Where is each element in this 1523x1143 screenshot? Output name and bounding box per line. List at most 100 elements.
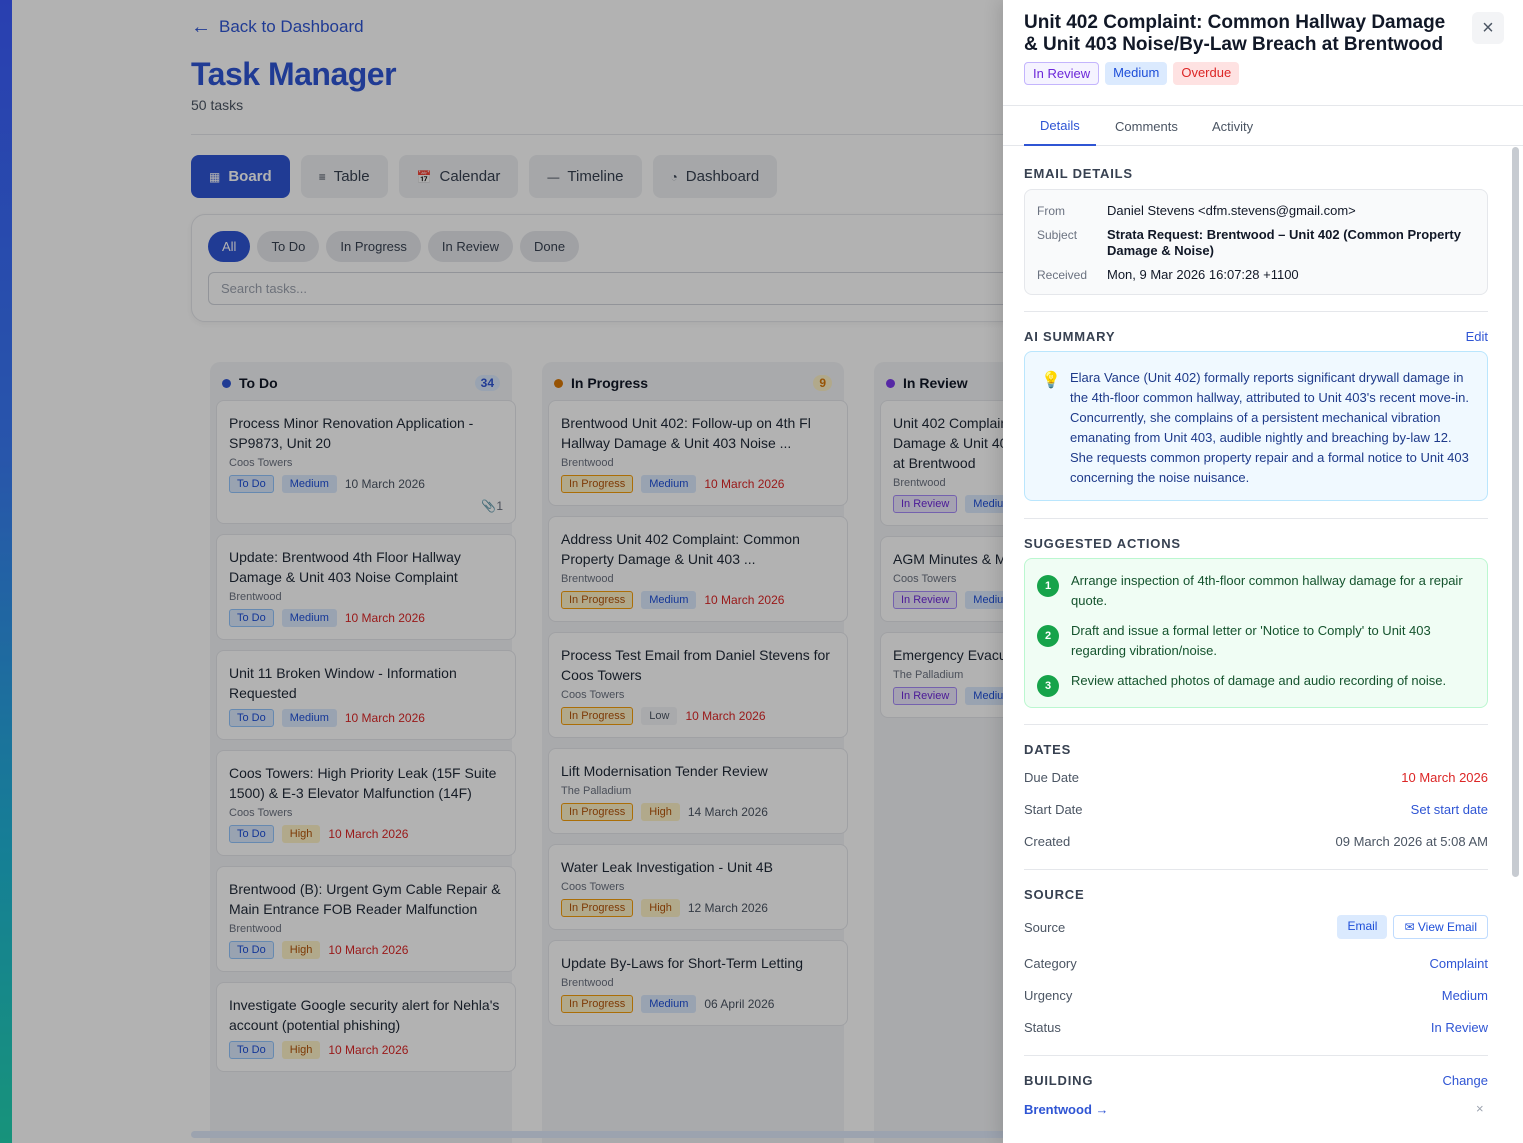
subject-value: Strata Request: Brentwood – Unit 402 (Co… (1107, 227, 1461, 258)
source-label: Source (1024, 919, 1066, 935)
status-tag: To Do (229, 709, 274, 727)
view-dashboard-button[interactable]: ◔ Dashboard (652, 155, 778, 198)
tab-details[interactable]: Details (1024, 106, 1096, 146)
priority-tag: Medium (281, 609, 337, 627)
task-card-meta: In Progress High 14 March 2026 (561, 803, 835, 821)
filter-all[interactable]: All (208, 231, 251, 262)
due-date: 10 March 2026 (704, 593, 785, 607)
status-label: Status (1024, 1020, 1061, 1035)
back-to-dashboard-link[interactable]: ← Back to Dashboard (191, 17, 364, 37)
task-card[interactable]: Coos Towers: High Priority Leak (15F Sui… (216, 750, 516, 856)
suggested-action-text: Arrange inspection of 4th-floor common h… (1071, 573, 1463, 608)
status-tag: To Do (229, 609, 274, 627)
priority-badge: Medium (1105, 62, 1168, 85)
task-card-building: Brentwood (561, 457, 614, 469)
ai-summary-box: 💡 Elara Vance (Unit 402) formally report… (1024, 351, 1488, 501)
task-card-title: Water Leak Investigation - Unit 4B (561, 859, 773, 875)
task-card-title: Update By-Laws for Short-Term Letting (561, 955, 803, 971)
column-header: In Progress 9 (554, 374, 832, 392)
status-tag: To Do (229, 941, 274, 959)
priority-tag: High (281, 941, 321, 959)
filter-in-review[interactable]: In Review (427, 231, 513, 262)
due-date-value[interactable]: 10 March 2026 (1401, 770, 1488, 785)
view-table-button[interactable]: ≡ Table (300, 155, 388, 198)
drawer-body: EMAIL DETAILS From Daniel Stevens <dfm.s… (1003, 146, 1523, 1143)
step-number: 1 (1037, 575, 1059, 597)
task-card[interactable]: Update By-Laws for Short-Term Letting Bre… (548, 940, 848, 1026)
filter-in-progress[interactable]: In Progress (326, 231, 421, 262)
task-card[interactable]: Process Test Email from Daniel Stevens f… (548, 632, 848, 738)
board-horizontal-scrollbar[interactable] (191, 1131, 1021, 1138)
task-card[interactable]: Update: Brentwood 4th Floor Hallway Dama… (216, 534, 516, 640)
tab-comments[interactable]: Comments (1115, 118, 1178, 134)
task-card-building: The Palladium (561, 785, 632, 797)
drawer-scrollbar[interactable] (1512, 147, 1519, 877)
search-input[interactable]: Search tasks... (208, 272, 1523, 305)
task-card[interactable]: Unit 11 Broken Window - Information Requ… (216, 650, 516, 740)
view-board-button[interactable]: ▦ Board (191, 155, 290, 198)
due-date: 10 March 2026 (344, 611, 425, 625)
view-calendar-button[interactable]: 📅 Calendar (398, 155, 519, 198)
close-drawer-button[interactable]: × (1472, 12, 1504, 44)
task-count: 50 tasks (191, 97, 244, 113)
edit-summary-link[interactable]: Edit (1465, 329, 1488, 344)
change-building-link[interactable]: Change (1442, 1073, 1488, 1088)
urgency-row: Urgency Medium (1024, 988, 1488, 1003)
priority-tag: Medium (641, 591, 697, 609)
task-card[interactable]: Brentwood Unit 402: Follow-up on 4th Fl … (548, 400, 848, 506)
status-value[interactable]: In Review (1430, 1020, 1488, 1035)
due-date-row: Due Date 10 March 2026 (1024, 770, 1488, 785)
urgency-value[interactable]: Medium (1441, 988, 1488, 1003)
building-link[interactable]: Brentwood → (1024, 1102, 1109, 1117)
task-card-building: Coos Towers (229, 807, 293, 819)
task-card[interactable]: Water Leak Investigation - Unit 4B Coos T… (548, 844, 848, 930)
task-card[interactable]: Brentwood (B): Urgent Gym Cable Repair &… (216, 866, 516, 972)
task-card-meta: In Progress Medium 10 March 2026 (561, 591, 835, 609)
tab-activity[interactable]: Activity (1212, 118, 1254, 134)
due-date: 10 March 2026 (685, 709, 766, 723)
category-value[interactable]: Complaint (1429, 956, 1488, 971)
priority-tag: Medium (281, 709, 337, 727)
task-card[interactable]: Address Unit 402 Complaint: Common Prope… (548, 516, 848, 622)
status-tag: In Progress (561, 475, 634, 493)
filter-to-do[interactable]: To Do (257, 231, 320, 262)
remove-building-icon[interactable]: × (1476, 1101, 1484, 1116)
column-header: In Review (886, 374, 1164, 392)
set-start-date-link[interactable]: Set start date (1410, 802, 1488, 817)
ai-summary-text: Elara Vance (Unit 402) formally reports … (1070, 370, 1469, 485)
task-card[interactable]: Lift Modernisation Tender Review The Pall… (548, 748, 848, 834)
view-timeline-button[interactable]: — Timeline (529, 155, 642, 198)
column-header: To Do 34 (222, 374, 500, 392)
task-card[interactable]: Investigate Google security alert for Ne… (216, 982, 516, 1072)
status-dot-icon (554, 378, 563, 388)
due-date: 10 March 2026 (344, 711, 425, 725)
task-card-building: Coos Towers (229, 457, 293, 469)
task-card-meta: To Do High 10 March 2026 (229, 825, 503, 843)
view-email-button[interactable]: ✉ View Email (1393, 915, 1488, 939)
card-list: Brentwood Unit 402: Follow-up on 4th Fl … (548, 400, 848, 1036)
section-divider (1024, 724, 1488, 725)
priority-tag: High (641, 803, 680, 821)
source-actions: Email ✉ View Email (1337, 915, 1488, 939)
start-date-label: Start Date (1024, 802, 1083, 817)
from-label: From (1037, 204, 1065, 218)
list-icon: ≡ (318, 169, 326, 184)
section-divider (1024, 518, 1488, 519)
section-divider (1024, 869, 1488, 870)
status-tag: In Review (893, 687, 958, 705)
task-card[interactable]: Process Minor Renovation Application - S… (216, 400, 516, 524)
step-number: 2 (1037, 625, 1059, 647)
priority-tag: High (641, 899, 680, 917)
task-card-meta: To Do High 10 March 2026 (229, 941, 503, 959)
building-heading: BUILDING (1024, 1073, 1094, 1088)
task-card-title: Coos Towers: High Priority Leak (15F Sui… (229, 765, 497, 801)
status-dot-icon (886, 378, 895, 388)
priority-tag: Low (641, 707, 678, 725)
drawer-title: Unit 402 Complaint: Common Hallway Damag… (1024, 12, 1446, 55)
task-card-meta: In Progress Medium 06 April 2026 (561, 995, 835, 1013)
status-tag: In Progress (561, 899, 634, 917)
task-card-building: Brentwood (229, 923, 282, 935)
section-divider (1024, 311, 1488, 312)
filter-done[interactable]: Done (519, 231, 580, 262)
overdue-badge: Overdue (1173, 62, 1240, 85)
